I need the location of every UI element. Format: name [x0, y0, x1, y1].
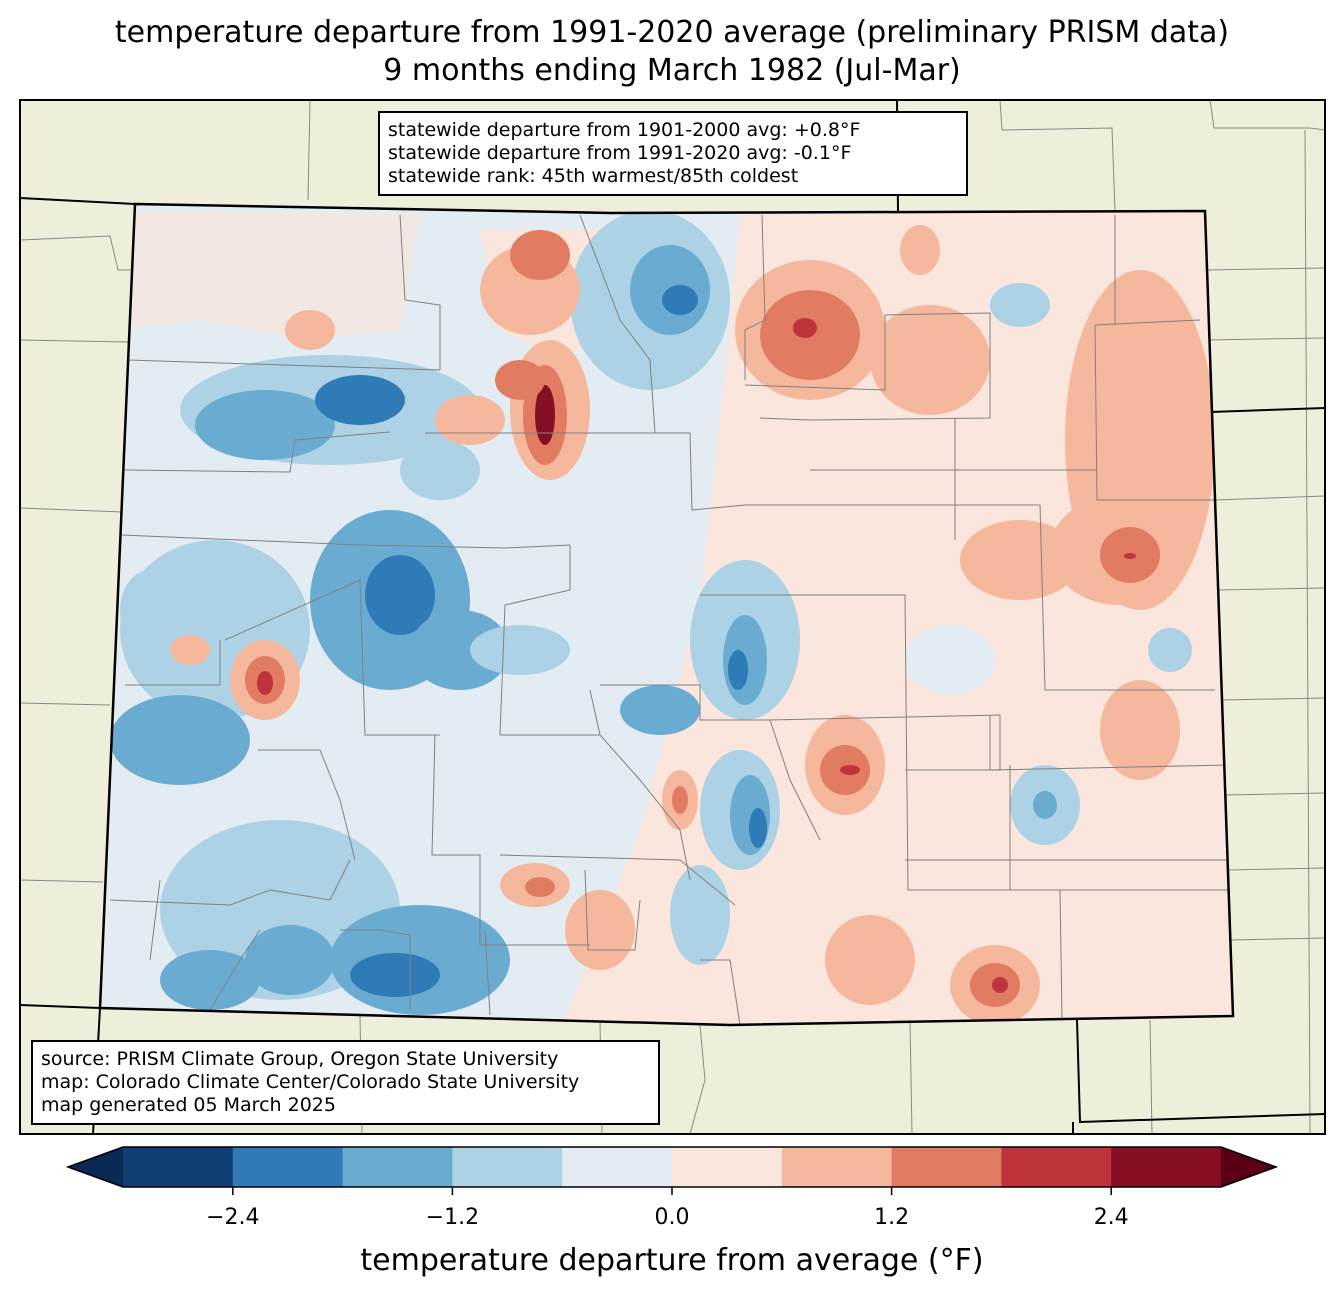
colorbar-bin [1001, 1147, 1112, 1187]
colorbar-tick-label: 0.0 [654, 1205, 690, 1230]
colorbar-tick-label: −1.2 [425, 1205, 480, 1230]
map-title: temperature departure from 1991-2020 ave… [0, 14, 1344, 90]
colorbar-bin [232, 1147, 344, 1187]
title-line-2: 9 months ending March 1982 (Jul-Mar) [383, 53, 961, 88]
source-line-2: map: Colorado Climate Center/Colorado St… [41, 1071, 580, 1093]
colorbar-extend-low [68, 1147, 123, 1187]
colorbar [65, 1146, 1279, 1195]
anomaly-contour [992, 977, 1008, 993]
anomaly-contour [365, 555, 435, 635]
anomaly-contour [245, 925, 335, 995]
anomaly-contour [170, 635, 210, 665]
anomaly-contour [749, 808, 767, 848]
colorbar-bin [891, 1147, 1002, 1187]
title-line-1: temperature departure from 1991-2020 ave… [114, 15, 1230, 50]
temperature-departure-field [100, 204, 1233, 1025]
anomaly-contour [905, 625, 995, 695]
anomaly-contour [990, 283, 1050, 327]
anomaly-contour [495, 360, 545, 400]
colorbar-tick-label: −2.4 [206, 1205, 260, 1230]
anomaly-contour [160, 950, 260, 1010]
colorbar-tick-label: 1.2 [874, 1205, 910, 1230]
colorbar-extend-high [1221, 1147, 1276, 1187]
anomaly-contour [195, 390, 335, 460]
anomaly-contour [535, 385, 555, 445]
anomaly-contour [1148, 628, 1192, 672]
source-line-1: source: PRISM Climate Group, Oregon Stat… [41, 1048, 559, 1070]
colorbar-bin [342, 1147, 453, 1187]
anomaly-contour [672, 786, 688, 814]
anomaly-contour [525, 877, 555, 897]
anomaly-contour [825, 915, 915, 1005]
colorbar-bin [781, 1147, 893, 1187]
anomaly-contour [1124, 553, 1136, 559]
colorbar-bin [452, 1147, 563, 1187]
colorbar-tick-label: 2.4 [1093, 1205, 1129, 1230]
source-line-3: map generated 05 March 2025 [41, 1094, 336, 1116]
anomaly-contour [960, 520, 1080, 600]
stats-line-3: statewide rank: 45th warmest/85th coldes… [388, 165, 799, 187]
anomaly-contour [662, 285, 698, 315]
colorbar-bin [1111, 1147, 1222, 1187]
anomaly-contour [350, 953, 440, 997]
anomaly-contour [870, 305, 990, 415]
anomaly-contour [565, 890, 635, 970]
anomaly-contour [470, 625, 570, 675]
anomaly-contour [120, 570, 180, 650]
anomaly-contour [840, 765, 860, 775]
colorbar-bin [123, 1147, 234, 1187]
colorado-border [98, 202, 1235, 1027]
anomaly-contour [1100, 680, 1180, 780]
map-frame [19, 99, 1326, 1135]
anomaly-contour [670, 865, 730, 965]
anomaly-contour [285, 310, 335, 350]
anomaly-contour [257, 671, 273, 695]
colorbar-bin [562, 1147, 673, 1187]
colorbar-bin [672, 1147, 783, 1187]
stats-line-1: statewide departure from 1901-2000 avg: … [388, 119, 861, 141]
anomaly-contour [793, 318, 817, 338]
anomaly-contour [728, 650, 748, 690]
anomaly-contour [410, 610, 510, 690]
anomaly-contour [110, 695, 250, 785]
neighbor-county-lines [19, 99, 1326, 1135]
colorbar-label: temperature departure from average (°F) [360, 1243, 984, 1278]
source-credit-box: source: PRISM Climate Group, Oregon Stat… [31, 1040, 660, 1125]
anomaly-contour [900, 225, 940, 275]
anomaly-contour [510, 230, 570, 280]
anomaly-contour [400, 440, 480, 500]
statewide-stats-box: statewide departure from 1901-2000 avg: … [378, 111, 968, 196]
anomaly-contour [315, 375, 405, 425]
colorado-county-lines [109, 214, 1231, 1025]
stats-line-2: statewide departure from 1991-2020 avg: … [388, 142, 852, 164]
anomaly-contour [1033, 791, 1057, 819]
anomaly-contour [620, 685, 700, 735]
anomaly-contour [435, 395, 505, 445]
